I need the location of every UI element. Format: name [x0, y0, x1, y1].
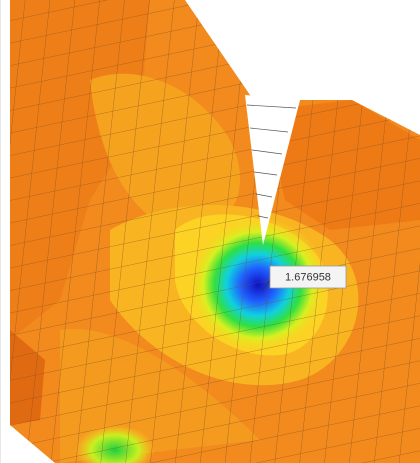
- value-label: 1.676958: [285, 271, 331, 283]
- page: 1.676958 (() => { const data = JSON.pars…: [0, 0, 420, 463]
- mesh-body: [0, 0, 420, 463]
- contour-view: 1.676958: [0, 0, 420, 463]
- mesh-grid: [0, 0, 420, 463]
